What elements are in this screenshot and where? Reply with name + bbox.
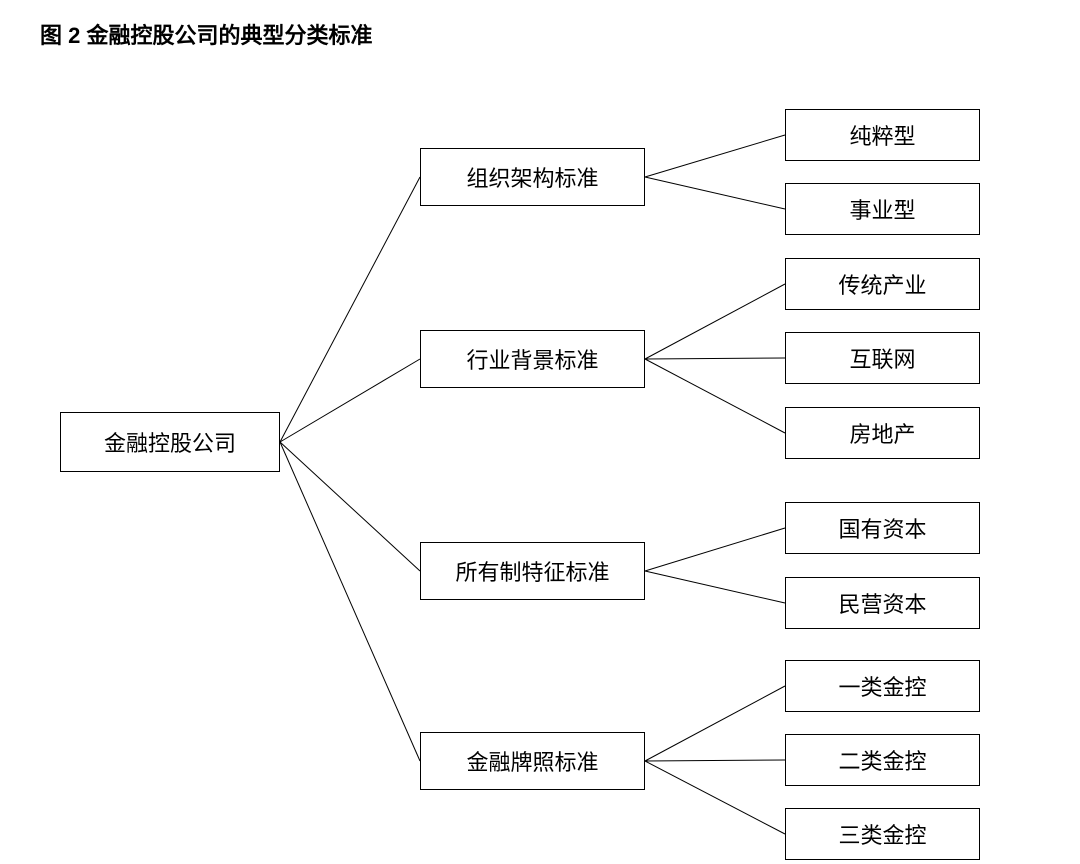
leaf-node-industry-2: 房地产 [785,407,980,459]
root-node: 金融控股公司 [60,412,280,472]
leaf-node-industry-1: 互联网 [785,332,980,384]
leaf-node-license-0: 一类金控 [785,660,980,712]
figure-title: 图 2 金融控股公司的典型分类标准 [40,18,372,50]
leaf-node-license-1: 二类金控 [785,734,980,786]
leaf-node-owner-0: 国有资本 [785,502,980,554]
criterion-node-license: 金融牌照标准 [420,732,645,790]
criterion-node-org: 组织架构标准 [420,148,645,206]
leaf-node-org-1: 事业型 [785,183,980,235]
leaf-node-org-0: 纯粹型 [785,109,980,161]
leaf-node-license-2: 三类金控 [785,808,980,860]
criterion-node-owner: 所有制特征标准 [420,542,645,600]
leaf-node-industry-0: 传统产业 [785,258,980,310]
criterion-node-industry: 行业背景标准 [420,330,645,388]
leaf-node-owner-1: 民营资本 [785,577,980,629]
